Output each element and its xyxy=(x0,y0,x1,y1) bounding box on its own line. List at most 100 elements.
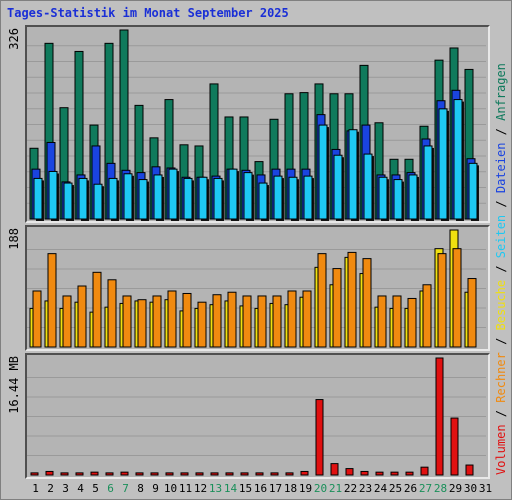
day-label: 9 xyxy=(152,482,159,495)
bar-rechner xyxy=(452,248,462,348)
bar-seiten xyxy=(78,177,88,220)
bar-volumen xyxy=(420,466,429,476)
day-axis: 1 2 3 4 5 6 7 8 9 10 11 12 13 14 15 16 17 18 19 20 21 22 23 24 2… xyxy=(25,482,492,498)
day-label: 25 xyxy=(388,482,403,495)
bar-volumen xyxy=(390,471,399,476)
bar-rechner xyxy=(272,295,282,348)
day-label: 29 xyxy=(448,482,463,495)
bar-rechner xyxy=(212,294,222,348)
bar-volumen xyxy=(345,468,354,476)
bar-rechner xyxy=(392,295,402,348)
bar-seiten xyxy=(123,173,133,220)
bar-seiten xyxy=(378,176,388,220)
bar-volumen xyxy=(75,472,84,476)
bar-seiten xyxy=(423,145,433,220)
bar-rechner xyxy=(182,292,192,348)
day-label: 31 xyxy=(478,482,493,495)
day-label: 13 xyxy=(208,482,223,495)
bar-volumen xyxy=(465,464,474,476)
bar-volumen xyxy=(105,472,114,476)
bar-volumen xyxy=(180,472,189,476)
bar-seiten xyxy=(363,153,373,220)
bar-seiten xyxy=(318,124,328,220)
bar-rechner xyxy=(122,295,132,348)
bar-rechner xyxy=(287,290,297,348)
day-label: 19 xyxy=(298,482,313,495)
bar-rechner xyxy=(467,278,477,348)
bar-volumen xyxy=(405,471,414,476)
bar-rechner xyxy=(242,295,252,348)
bar-seiten xyxy=(453,99,463,220)
bar-seiten xyxy=(243,172,253,220)
bar-rechner xyxy=(332,268,342,348)
bar-volumen xyxy=(165,472,174,476)
bar-volumen xyxy=(240,472,249,476)
day-label: 1 xyxy=(32,482,39,495)
bar-volumen xyxy=(435,357,444,476)
bar-seiten xyxy=(183,177,193,220)
bar-volumen xyxy=(225,472,234,476)
bar-rechner xyxy=(107,279,117,348)
day-label: 16 xyxy=(253,482,268,495)
bar-rechner xyxy=(362,258,372,348)
bar-rechner xyxy=(32,290,42,348)
day-label: 21 xyxy=(328,482,343,495)
bar-seiten xyxy=(168,168,178,220)
bar-rechner xyxy=(407,297,417,348)
bar-volumen xyxy=(330,463,339,476)
bar-rechner xyxy=(257,295,267,348)
bar-seiten xyxy=(468,162,478,220)
bar-volumen xyxy=(30,472,39,476)
day-label: 26 xyxy=(403,482,418,495)
bar-rechner xyxy=(347,251,357,348)
bar-seiten xyxy=(348,129,358,220)
bar-seiten xyxy=(108,177,118,220)
day-label: 4 xyxy=(77,482,84,495)
bar-seiten xyxy=(393,179,403,220)
day-label: 12 xyxy=(193,482,208,495)
bar-seiten xyxy=(258,182,268,220)
day-label: 22 xyxy=(343,482,358,495)
day-label: 17 xyxy=(268,482,283,495)
bar-volumen xyxy=(375,471,384,476)
bar-volumen xyxy=(450,417,459,476)
bar-rechner xyxy=(92,271,102,348)
bar-rechner xyxy=(317,253,327,348)
bar-volumen xyxy=(285,472,294,476)
bar-volumen xyxy=(255,472,264,476)
bar-rechner xyxy=(77,285,87,348)
bar-rechner xyxy=(197,301,207,348)
bar-seiten xyxy=(138,179,148,220)
bar-seiten xyxy=(288,176,298,220)
day-label: 5 xyxy=(92,482,99,495)
bar-volumen xyxy=(120,471,129,476)
bar-rechner xyxy=(437,253,447,348)
bar-rechner xyxy=(152,295,162,348)
bar-seiten xyxy=(438,108,448,220)
day-label: 2 xyxy=(47,482,54,495)
bar-volumen xyxy=(360,470,369,476)
bar-seiten xyxy=(333,154,343,220)
day-label: 20 xyxy=(313,482,328,495)
bar-seiten xyxy=(48,170,58,220)
day-label: 24 xyxy=(373,482,388,495)
bar-rechner xyxy=(167,290,177,348)
day-label: 18 xyxy=(283,482,298,495)
bar-rechner xyxy=(137,299,147,348)
bar-seiten xyxy=(33,177,43,220)
day-label: 27 xyxy=(418,482,433,495)
day-label: 7 xyxy=(122,482,129,495)
bar-volumen xyxy=(270,472,279,476)
bar-volumen xyxy=(195,472,204,476)
bar-rechner xyxy=(422,284,432,348)
bar-volumen xyxy=(315,399,324,476)
day-label: 30 xyxy=(463,482,478,495)
bar-volumen xyxy=(60,472,69,476)
bar-volumen xyxy=(135,472,144,476)
bar-seiten xyxy=(198,176,208,220)
bar-seiten xyxy=(273,175,283,220)
bar-rechner xyxy=(227,291,237,348)
bar-seiten xyxy=(303,175,313,220)
day-label: 23 xyxy=(358,482,373,495)
